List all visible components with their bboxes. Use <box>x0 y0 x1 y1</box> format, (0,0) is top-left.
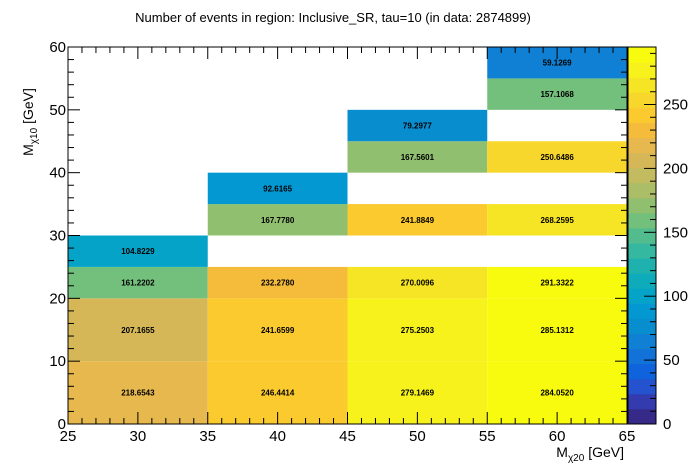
heatmap-cell <box>487 266 627 299</box>
color-scale-tick-label: 0 <box>663 416 671 433</box>
color-scale-bar <box>627 46 657 425</box>
cell-value-label: 285.1312 <box>540 326 574 335</box>
cell-value-label: 284.0520 <box>540 389 574 398</box>
heatmap-cell <box>487 204 627 236</box>
heatmap-cell-labels: 218.6543 207.1655 161.2202 104.8229 246.4414… <box>121 59 574 398</box>
color-scale-tick-label: 200 <box>663 160 688 177</box>
color-scale-band <box>628 378 656 395</box>
y-axis: 0 10 20 30 40 50 60 <box>49 39 627 433</box>
cell-value-label: 241.6599 <box>261 326 295 335</box>
chart-title: Number of events in region: Inclusive_SR… <box>135 10 531 25</box>
color-scale-band <box>628 62 656 78</box>
cell-value-label: 268.2595 <box>540 216 574 225</box>
x-tick-label: 35 <box>199 428 216 445</box>
color-scale-band <box>628 348 656 365</box>
color-scale-tick-label: 100 <box>663 288 688 305</box>
cell-value-label: 232.2780 <box>261 279 295 288</box>
color-scale-band <box>628 318 656 335</box>
color-scale-band <box>628 363 656 380</box>
cell-value-label: 104.8229 <box>121 247 155 256</box>
heatmap-cell <box>68 266 208 299</box>
x-tick-label: 55 <box>479 428 496 445</box>
heatmap-cell <box>347 204 488 236</box>
color-scale-frame <box>627 46 657 425</box>
color-scale-band <box>628 212 656 229</box>
cell-value-label: 275.2503 <box>401 326 435 335</box>
color-scale-tick-label: 150 <box>663 224 688 241</box>
cell-value-label: 79.2977 <box>403 122 432 131</box>
heatmap-cell <box>347 266 488 299</box>
color-scale-band <box>628 152 656 169</box>
cell-value-label: 218.6543 <box>121 389 155 398</box>
heatmap-cell <box>347 298 488 362</box>
x-tick-label: 45 <box>339 428 356 445</box>
cell-value-label: 167.5601 <box>401 153 435 162</box>
heatmap-cell <box>347 141 488 173</box>
y-tick-label: 20 <box>49 290 66 307</box>
cell-value-label: 291.3322 <box>540 279 574 288</box>
color-scale-band <box>628 122 656 138</box>
heatmap-cell <box>487 141 627 173</box>
color-scale-band <box>628 333 656 350</box>
x-axis-title: Mχ20 [GeV] <box>556 444 624 464</box>
heatmap-cell <box>207 266 348 299</box>
color-scale-tick-label: 50 <box>663 352 680 369</box>
color-scale-band <box>628 393 656 410</box>
cell-value-label: 250.6486 <box>540 153 574 162</box>
heatmap-cell <box>207 204 348 236</box>
cell-value-label: 207.1655 <box>121 326 155 335</box>
y-tick-label: 60 <box>49 39 66 56</box>
y-tick-label: 0 <box>58 416 66 433</box>
heatmap-cell <box>487 298 627 362</box>
color-scale-band <box>628 258 656 274</box>
cell-value-label: 167.7780 <box>261 216 295 225</box>
color-scale-band <box>628 92 656 108</box>
color-scale-axis: 0 50 100 150 200 250 <box>644 52 688 433</box>
color-scale-band <box>628 77 656 93</box>
y-tick-label: 50 <box>49 102 66 119</box>
heatmap-cell <box>207 298 348 362</box>
color-scale-band <box>628 273 656 289</box>
color-scale-band <box>628 303 656 319</box>
x-tick-label: 25 <box>60 428 77 445</box>
x-tick-label: 60 <box>549 428 566 445</box>
cell-value-label: 241.8849 <box>401 216 435 225</box>
color-scale-band <box>628 182 656 199</box>
heatmap-cell <box>68 298 208 362</box>
x-tick-label: 30 <box>130 428 147 445</box>
heatmap-cell <box>347 109 488 142</box>
cell-value-label: 246.4414 <box>261 389 295 398</box>
heatmap-cell <box>207 172 348 205</box>
cell-value-label: 279.1469 <box>401 389 435 398</box>
color-scale-band <box>628 197 656 214</box>
color-scale-band <box>628 227 656 244</box>
cell-value-label: 92.6165 <box>263 184 292 193</box>
color-scale-band <box>628 137 656 154</box>
y-tick-label: 10 <box>49 353 66 370</box>
y-tick-label: 40 <box>49 165 66 182</box>
heatmap-cells <box>68 47 627 424</box>
x-axis: 25 30 35 40 45 50 55 60 65 <box>60 47 636 445</box>
color-scale-band <box>628 408 656 425</box>
cell-value-label: 270.0096 <box>401 279 435 288</box>
heatmap-cell <box>487 78 627 110</box>
heatmap-cell <box>68 235 208 267</box>
color-scale-band <box>628 107 656 123</box>
color-scale-band <box>628 47 656 63</box>
color-scale-band <box>628 243 656 259</box>
cell-value-label: 59.1269 <box>543 59 572 68</box>
x-tick-label: 50 <box>409 428 426 445</box>
y-tick-label: 30 <box>49 228 66 245</box>
cell-value-label: 161.2202 <box>121 279 155 288</box>
y-axis-title: Mχ10 [GeV] <box>20 88 40 156</box>
color-scale-tick-label: 250 <box>663 97 688 114</box>
cell-value-label: 157.1068 <box>540 90 574 99</box>
x-tick-label: 65 <box>619 428 636 445</box>
x-tick-label: 40 <box>269 428 286 445</box>
color-scale-band <box>628 288 656 304</box>
color-scale-band <box>628 167 656 184</box>
